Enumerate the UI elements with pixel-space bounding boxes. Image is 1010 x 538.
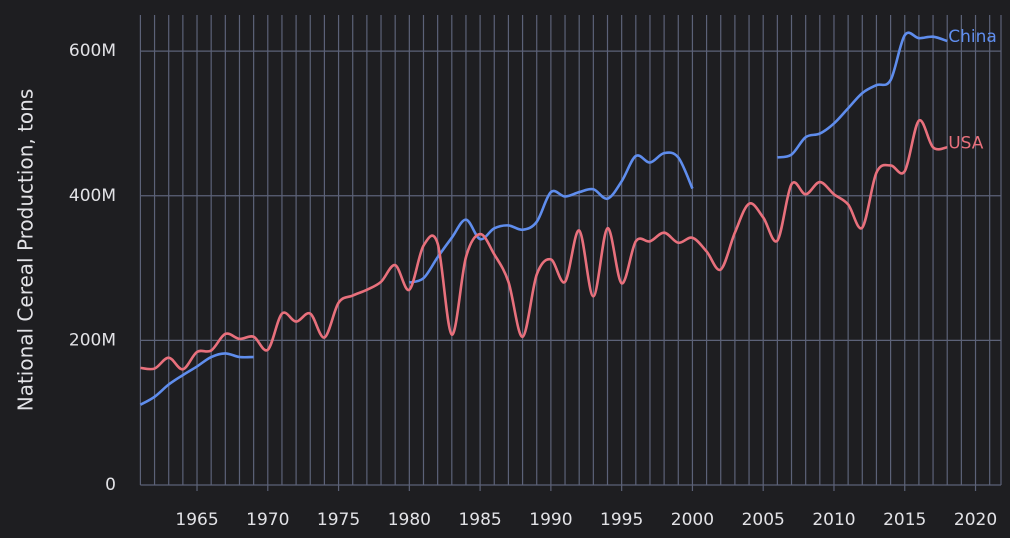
x-tick-label: 1975 [317, 510, 360, 530]
x-tick-label: 2015 [883, 510, 926, 530]
x-tick-label: 1990 [529, 510, 572, 530]
x-tick-label: 2020 [954, 510, 997, 530]
x-tick-label: 1995 [600, 510, 643, 530]
x-tick-label: 2005 [742, 510, 785, 530]
y-tick-label: 200M [69, 330, 116, 350]
line [140, 119, 948, 371]
x-tick-label: 1985 [458, 510, 501, 530]
series-label: China [948, 27, 997, 47]
x-tick-label: 1980 [388, 510, 431, 530]
x-tick-label: 2000 [671, 510, 714, 530]
y-tick-label: 400M [69, 186, 116, 206]
y-axis-label: National Cereal Production, tons [14, 89, 38, 412]
y-tick-label: 600M [69, 41, 116, 61]
series-label: USA [948, 133, 984, 153]
x-tick-label: 1965 [175, 510, 218, 530]
x-tick-label: 1970 [246, 510, 289, 530]
x-tick-label: 2010 [812, 510, 855, 530]
line [139, 31, 948, 406]
y-tick-label: 0 [105, 475, 116, 495]
